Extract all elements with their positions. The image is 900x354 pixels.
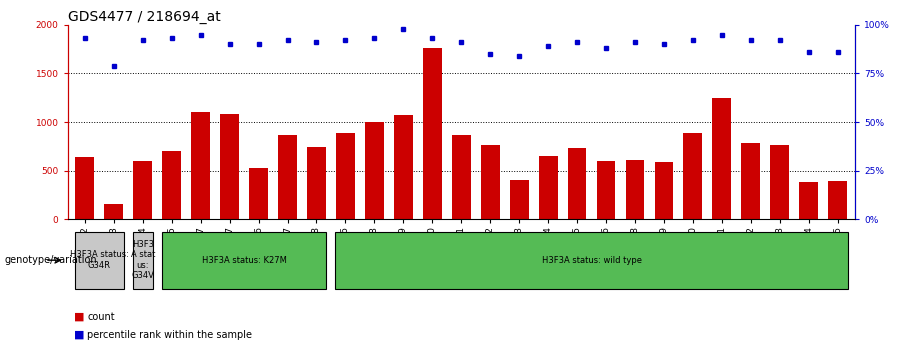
Text: H3F3
A stat
us:
G34V: H3F3 A stat us: G34V: [130, 240, 155, 280]
Bar: [75, 232, 124, 289]
Bar: [162, 232, 327, 289]
Bar: [307, 147, 326, 219]
Text: genotype/variation: genotype/variation: [4, 255, 97, 265]
Bar: [742, 143, 760, 219]
Text: H3F3A status: K27M: H3F3A status: K27M: [202, 256, 286, 265]
Bar: [713, 98, 731, 219]
Bar: [597, 161, 616, 219]
Bar: [76, 157, 94, 219]
Text: H3F3A status: wild type: H3F3A status: wild type: [542, 256, 642, 265]
Bar: [481, 144, 500, 219]
Bar: [539, 156, 557, 219]
Bar: [509, 179, 528, 219]
Bar: [626, 160, 644, 219]
Text: GDS4477 / 218694_at: GDS4477 / 218694_at: [68, 10, 220, 24]
Bar: [278, 135, 297, 219]
Bar: [828, 181, 847, 219]
Bar: [423, 48, 442, 219]
Bar: [336, 232, 848, 289]
Bar: [770, 144, 789, 219]
Bar: [192, 113, 210, 219]
Bar: [104, 204, 123, 219]
Text: H3F3A status:
G34R: H3F3A status: G34R: [70, 251, 129, 270]
Text: count: count: [87, 312, 115, 322]
Bar: [799, 183, 818, 219]
Bar: [133, 232, 153, 289]
Bar: [365, 122, 383, 219]
Text: percentile rank within the sample: percentile rank within the sample: [87, 330, 252, 339]
Bar: [568, 148, 587, 219]
Bar: [683, 133, 702, 219]
Text: ■: ■: [74, 330, 85, 339]
Bar: [452, 135, 471, 219]
Bar: [249, 168, 268, 219]
Bar: [162, 152, 181, 219]
Bar: [220, 114, 239, 219]
Bar: [133, 161, 152, 219]
Bar: [654, 162, 673, 219]
Bar: [394, 115, 413, 219]
Bar: [336, 133, 355, 219]
Text: ■: ■: [74, 312, 85, 322]
